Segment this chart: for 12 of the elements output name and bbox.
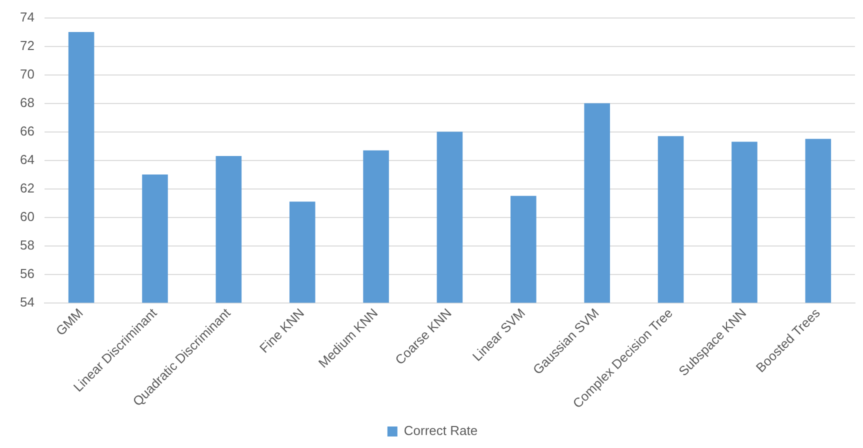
y-tick-label: 58 [20,237,34,252]
y-tick-label: 56 [20,266,34,281]
legend-label: Correct Rate [404,423,478,438]
y-tick-label: 60 [20,208,34,224]
y-tick-label: 64 [20,152,34,167]
y-tick-label: 70 [20,66,34,82]
y-tick-label: 62 [20,180,34,196]
y-tick-label: 68 [20,94,34,110]
y-tick-label: 74 [20,9,34,24]
y-tick-label: 72 [20,38,34,53]
y-tick-label: 54 [20,294,34,310]
y-tick-label: 66 [20,123,34,138]
